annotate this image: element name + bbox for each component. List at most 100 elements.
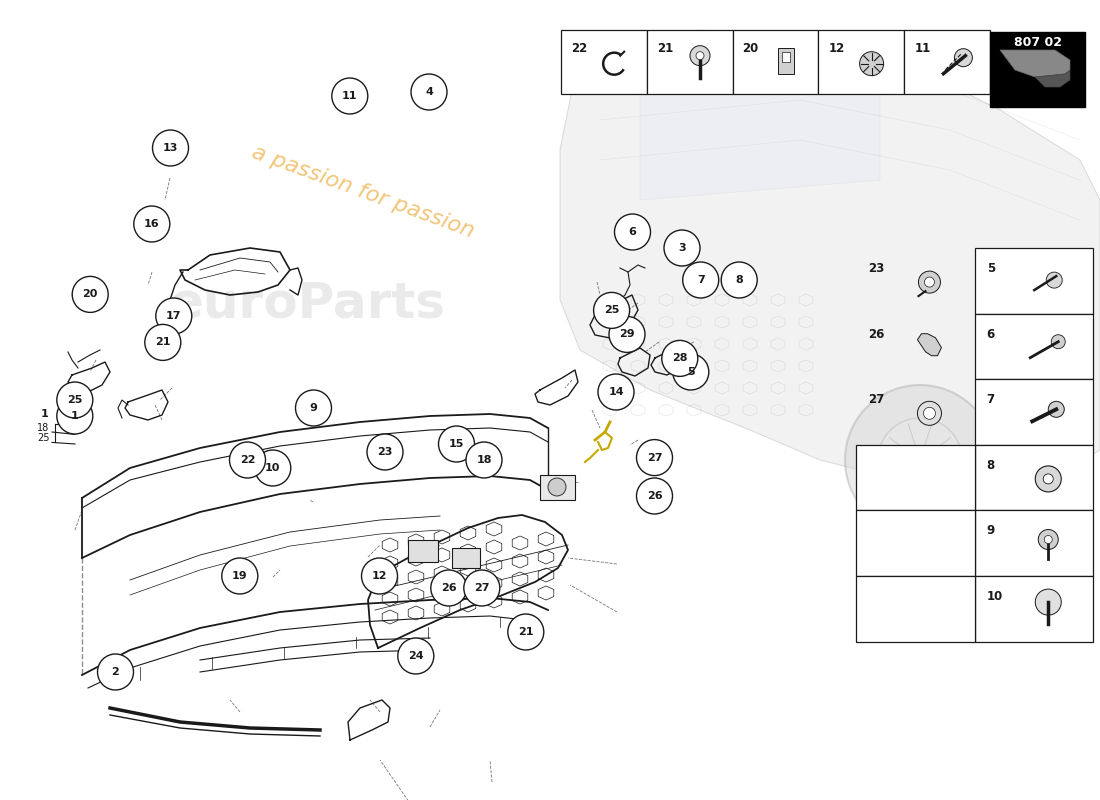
Text: 8: 8	[987, 459, 994, 472]
Text: 10: 10	[987, 590, 1003, 603]
Text: 18: 18	[37, 423, 50, 433]
Circle shape	[1046, 272, 1063, 288]
Circle shape	[1043, 474, 1054, 484]
Text: 9: 9	[309, 403, 318, 413]
Circle shape	[917, 402, 942, 426]
Text: 25: 25	[36, 434, 50, 443]
Circle shape	[722, 262, 757, 298]
Circle shape	[1052, 334, 1065, 349]
Text: euroParts: euroParts	[170, 280, 446, 328]
Circle shape	[332, 78, 367, 114]
Text: 27: 27	[474, 583, 490, 593]
Circle shape	[918, 271, 940, 293]
Circle shape	[859, 52, 883, 76]
Circle shape	[57, 382, 92, 418]
Bar	[975, 248, 1093, 314]
Circle shape	[924, 407, 935, 419]
Bar	[561, 30, 647, 94]
Circle shape	[690, 46, 710, 66]
Text: 807 02: 807 02	[1013, 35, 1062, 49]
Circle shape	[230, 442, 265, 478]
Text: 20: 20	[82, 290, 98, 299]
Circle shape	[362, 558, 397, 594]
Polygon shape	[1035, 70, 1070, 87]
Bar	[778, 48, 794, 74]
Circle shape	[296, 390, 331, 426]
Circle shape	[594, 293, 629, 328]
Circle shape	[255, 450, 290, 486]
Text: 15: 15	[449, 439, 464, 449]
Circle shape	[878, 418, 962, 502]
Text: 21: 21	[155, 338, 170, 347]
Text: 22: 22	[240, 455, 255, 465]
Text: 4: 4	[425, 87, 433, 97]
Text: 10: 10	[265, 463, 280, 473]
Text: 12: 12	[828, 42, 845, 55]
Circle shape	[696, 52, 704, 60]
Polygon shape	[917, 334, 942, 356]
Text: 8: 8	[735, 275, 744, 285]
Circle shape	[845, 385, 996, 535]
Bar	[856, 576, 975, 642]
Text: 20: 20	[742, 42, 759, 55]
Bar	[990, 32, 1085, 107]
Circle shape	[145, 325, 180, 360]
Bar	[975, 510, 1093, 576]
Bar	[856, 445, 975, 510]
Text: 25: 25	[67, 395, 82, 405]
Bar	[818, 30, 904, 94]
Text: 11: 11	[342, 91, 358, 101]
Circle shape	[398, 638, 433, 674]
Text: 2: 2	[111, 667, 120, 677]
Circle shape	[1038, 530, 1058, 550]
Circle shape	[615, 214, 650, 250]
Text: 27: 27	[647, 453, 662, 462]
Circle shape	[367, 434, 403, 470]
Circle shape	[924, 277, 935, 287]
Circle shape	[464, 570, 499, 606]
Text: 28: 28	[672, 354, 688, 363]
Circle shape	[411, 74, 447, 110]
Text: a passion for passion: a passion for passion	[249, 142, 477, 242]
Circle shape	[1044, 535, 1053, 543]
Text: 1: 1	[70, 411, 79, 421]
Text: 3: 3	[679, 243, 685, 253]
Circle shape	[73, 276, 108, 312]
Text: 5: 5	[987, 262, 994, 275]
Circle shape	[664, 230, 700, 266]
Circle shape	[1048, 402, 1065, 418]
Text: 25: 25	[604, 306, 619, 315]
Text: 23: 23	[377, 447, 393, 457]
Circle shape	[673, 354, 708, 390]
Text: 7: 7	[987, 394, 994, 406]
Circle shape	[662, 341, 697, 377]
Circle shape	[134, 206, 169, 242]
Bar	[647, 30, 733, 94]
Circle shape	[637, 478, 672, 514]
Polygon shape	[640, 60, 880, 200]
Text: 29: 29	[619, 330, 635, 339]
Text: 13: 13	[163, 143, 178, 153]
Text: 14: 14	[608, 387, 624, 397]
Circle shape	[153, 130, 188, 166]
Text: 27: 27	[868, 394, 884, 406]
Text: 1: 1	[41, 410, 48, 419]
Text: 26: 26	[868, 328, 884, 341]
Text: 21: 21	[657, 42, 673, 55]
Text: 26: 26	[441, 583, 456, 593]
Circle shape	[508, 614, 543, 650]
Text: 18: 18	[476, 455, 492, 465]
Text: 23: 23	[868, 262, 884, 275]
Text: 5: 5	[688, 367, 694, 377]
Bar	[733, 30, 818, 94]
Text: 7: 7	[696, 275, 705, 285]
Text: 22: 22	[571, 42, 587, 55]
Bar	[856, 510, 975, 576]
Circle shape	[431, 570, 466, 606]
Circle shape	[57, 398, 92, 434]
Text: 6: 6	[628, 227, 637, 237]
Circle shape	[222, 558, 257, 594]
Text: 6: 6	[987, 328, 994, 341]
Text: 19: 19	[232, 571, 248, 581]
Bar	[975, 314, 1093, 379]
